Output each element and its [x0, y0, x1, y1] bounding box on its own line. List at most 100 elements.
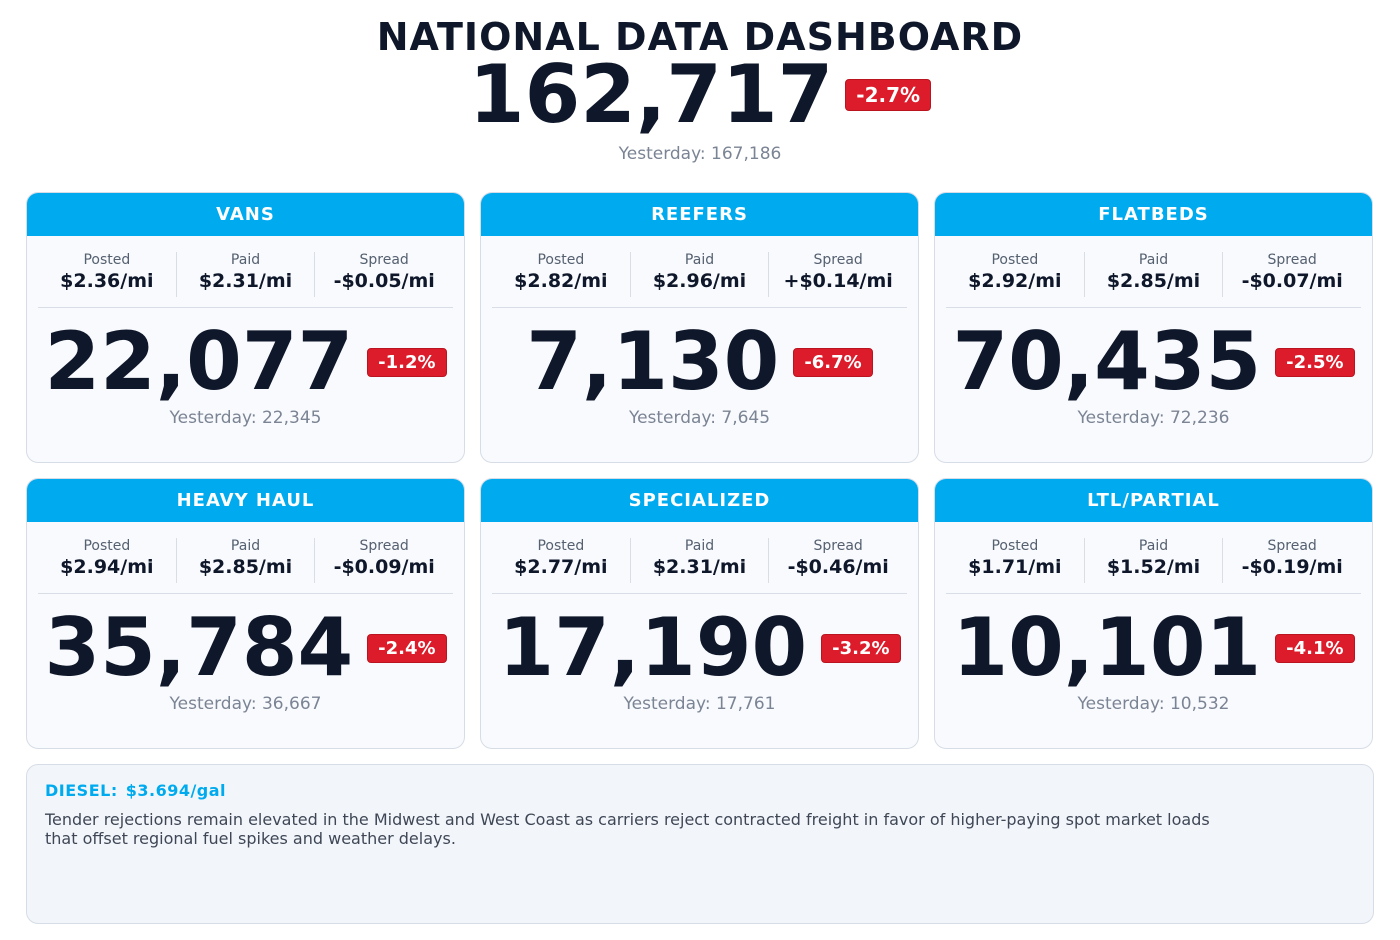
card-flatbeds: FLATBEDS Posted $2.92/mi Paid $2.85/mi Spr… [934, 192, 1373, 463]
card-ltl-partial: LTL/PARTIAL Posted $1.71/mi Paid $1.52/mi … [934, 478, 1373, 749]
card-title: LTL/PARTIAL [935, 479, 1372, 522]
spread-value: +$0.14/mi [783, 270, 893, 292]
paid-label: Paid [230, 538, 261, 554]
volume-value: 10,101 [952, 601, 1262, 694]
total-change-badge: -2.7% [845, 79, 932, 111]
posted-value: $2.36/mi [60, 270, 154, 292]
yesterday-value: Yesterday: 36,667 [169, 694, 322, 714]
volume-value: 35,784 [44, 601, 354, 694]
spread-value: -$0.07/mi [1241, 270, 1343, 292]
spread-rate: Spread -$0.09/mi [314, 538, 453, 583]
paid-label: Paid [1138, 538, 1169, 554]
volume-value: 7,130 [526, 315, 780, 408]
change-badge: -4.1% [1275, 633, 1355, 663]
spread-value: -$0.05/mi [333, 270, 435, 292]
volume-row: 70,435 -2.5% [935, 322, 1372, 402]
change-badge: -6.7% [793, 347, 873, 377]
card-title: VANS [27, 193, 464, 236]
posted-rate: Posted $2.77/mi [492, 538, 630, 583]
paid-value: $2.31/mi [198, 270, 293, 292]
rate-row: Posted $2.36/mi Paid $2.31/mi Spread -$0.05… [38, 252, 453, 308]
card-title: SPECIALIZED [481, 479, 918, 522]
paid-rate: Paid $2.85/mi [1083, 252, 1223, 297]
spread-rate: Spread -$0.46/mi [768, 538, 907, 583]
posted-value: $2.94/mi [60, 556, 154, 578]
yesterday-value: Yesterday: 22,345 [169, 408, 322, 428]
posted-label: Posted [83, 538, 131, 554]
paid-label: Paid [1138, 252, 1169, 268]
paid-value: $2.96/mi [652, 270, 747, 292]
rate-row: Posted $2.94/mi Paid $2.85/mi Spread -$0.09… [38, 538, 453, 594]
posted-label: Posted [537, 252, 585, 268]
posted-label: Posted [991, 538, 1039, 554]
paid-label: Paid [684, 538, 715, 554]
rate-row: Posted $2.82/mi Paid $2.96/mi Spread +$0.14… [492, 252, 907, 308]
volume-row: 7,130 -6.7% [481, 322, 918, 402]
posted-value: $2.82/mi [514, 270, 608, 292]
diesel-value: $3.694/gal [125, 781, 227, 800]
card-heavy-haul: HEAVY HAUL Posted $2.94/mi Paid $2.85/mi S… [26, 478, 465, 749]
card-reefers: REEFERS Posted $2.82/mi Paid $2.96/mi Spre… [480, 192, 919, 463]
paid-label: Paid [684, 252, 715, 268]
spread-label: Spread [813, 538, 863, 554]
card-vans: VANS Posted $2.36/mi Paid $2.31/mi Spread -… [26, 192, 465, 463]
spread-value: -$0.19/mi [1241, 556, 1343, 578]
paid-value: $1.52/mi [1106, 556, 1201, 578]
total-summary: 162,717 -2.7% [0, 48, 1400, 141]
spread-label: Spread [1267, 252, 1317, 268]
posted-value: $2.77/mi [514, 556, 608, 578]
spread-value: -$0.09/mi [333, 556, 435, 578]
change-badge: -3.2% [821, 633, 901, 663]
paid-rate: Paid $1.52/mi [1083, 538, 1223, 583]
spread-rate: Spread -$0.07/mi [1222, 252, 1361, 297]
card-title: REEFERS [481, 193, 918, 236]
posted-rate: Posted $2.94/mi [38, 538, 176, 583]
posted-rate: Posted $2.36/mi [38, 252, 176, 297]
posted-rate: Posted $2.82/mi [492, 252, 630, 297]
spread-label: Spread [813, 252, 863, 268]
volume-value: 70,435 [952, 315, 1262, 408]
paid-rate: Paid $2.96/mi [629, 252, 769, 297]
volume-row: 17,190 -3.2% [481, 608, 918, 688]
total-volume-value: 162,717 [468, 48, 834, 141]
yesterday-value: Yesterday: 7,645 [628, 408, 771, 428]
equipment-card-grid: VANS Posted $2.36/mi Paid $2.31/mi Spread -… [26, 192, 1373, 749]
yesterday-value: Yesterday: 10,532 [1077, 694, 1230, 714]
card-title: HEAVY HAUL [27, 479, 464, 522]
posted-label: Posted [991, 252, 1039, 268]
posted-rate: Posted $2.92/mi [946, 252, 1084, 297]
posted-label: Posted [537, 538, 585, 554]
spread-rate: Spread -$0.19/mi [1222, 538, 1361, 583]
dashboard-header: NATIONAL DATA DASHBOARD 162,717 -2.7% Ye… [0, 14, 1400, 164]
diesel-label: DIESEL: [45, 781, 118, 800]
volume-value: 22,077 [44, 315, 354, 408]
change-badge: -2.4% [367, 633, 447, 663]
diesel-price: DIESEL: $3.694/gal [45, 781, 1355, 800]
spread-rate: Spread -$0.05/mi [314, 252, 453, 297]
spread-label: Spread [359, 252, 409, 268]
paid-label: Paid [230, 252, 261, 268]
volume-row: 10,101 -4.1% [935, 608, 1372, 688]
spread-label: Spread [359, 538, 409, 554]
change-badge: -1.2% [367, 347, 447, 377]
posted-value: $1.71/mi [968, 556, 1062, 578]
rate-row: Posted $2.77/mi Paid $2.31/mi Spread -$0.46… [492, 538, 907, 594]
yesterday-value: Yesterday: 72,236 [1077, 408, 1230, 428]
paid-value: $2.85/mi [1106, 270, 1201, 292]
paid-rate: Paid $2.85/mi [175, 538, 315, 583]
volume-row: 35,784 -2.4% [27, 608, 464, 688]
paid-rate: Paid $2.31/mi [175, 252, 315, 297]
total-yesterday: Yesterday: 167,186 [618, 144, 782, 164]
paid-rate: Paid $2.31/mi [629, 538, 769, 583]
yesterday-value: Yesterday: 17,761 [623, 694, 776, 714]
volume-row: 22,077 -1.2% [27, 322, 464, 402]
spread-value: -$0.46/mi [787, 556, 889, 578]
spread-label: Spread [1267, 538, 1317, 554]
paid-value: $2.85/mi [198, 556, 293, 578]
market-notes-panel: DIESEL: $3.694/gal Tender rejections rema… [26, 764, 1374, 924]
spread-rate: Spread +$0.14/mi [768, 252, 907, 297]
posted-value: $2.92/mi [968, 270, 1062, 292]
paid-value: $2.31/mi [652, 556, 747, 578]
rate-row: Posted $2.92/mi Paid $2.85/mi Spread -$0.07… [946, 252, 1361, 308]
posted-label: Posted [83, 252, 131, 268]
